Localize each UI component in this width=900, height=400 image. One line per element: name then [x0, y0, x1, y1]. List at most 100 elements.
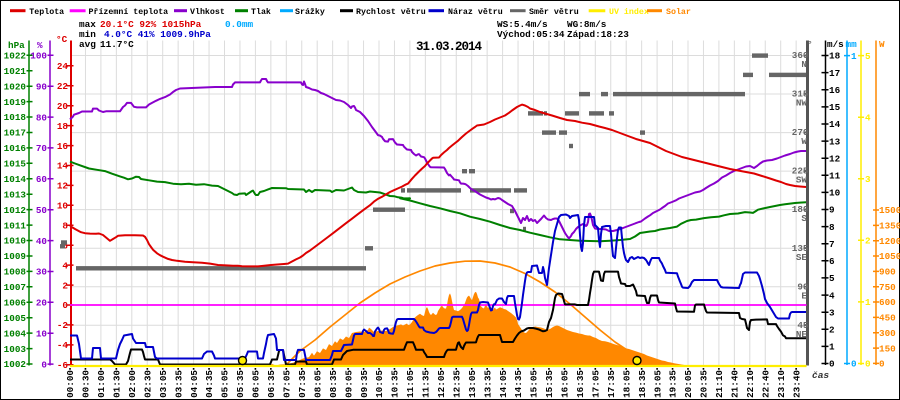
svg-text:8: 8	[829, 222, 835, 233]
svg-text:20: 20	[36, 298, 48, 309]
svg-text:1006: 1006	[4, 298, 27, 309]
svg-text:12:35: 12:35	[451, 370, 462, 398]
svg-text:°C: °C	[56, 34, 68, 45]
svg-text:01:30: 01:30	[112, 370, 123, 398]
svg-text:11:05: 11:05	[405, 370, 416, 398]
svg-text:1013: 1013	[4, 189, 27, 200]
svg-text:3: 3	[865, 174, 871, 185]
svg-text:315: 315	[792, 89, 809, 100]
svg-text:8: 8	[62, 221, 68, 232]
svg-text:1004: 1004	[4, 328, 27, 339]
svg-text:07:35: 07:35	[297, 370, 308, 398]
svg-text:30: 30	[36, 267, 48, 278]
svg-text:11: 11	[829, 171, 841, 182]
svg-text:150: 150	[879, 343, 896, 354]
svg-text:Náraz větru: Náraz větru	[448, 7, 503, 17]
svg-text:40: 40	[36, 236, 48, 247]
svg-text:2: 2	[62, 280, 68, 291]
svg-text:0: 0	[62, 300, 68, 311]
svg-text:22:40: 22:40	[760, 370, 771, 398]
svg-text:-2: -2	[57, 320, 69, 331]
svg-text:135: 135	[792, 243, 809, 254]
svg-text:1009: 1009	[4, 251, 27, 262]
svg-text:16: 16	[829, 85, 841, 96]
svg-text:19:05: 19:05	[652, 370, 663, 398]
svg-text:60: 60	[36, 174, 48, 185]
svg-text:20:05: 20:05	[683, 370, 694, 398]
svg-text:04:05: 04:05	[189, 370, 200, 398]
svg-text:22: 22	[57, 81, 69, 92]
svg-text:02:30: 02:30	[142, 370, 153, 398]
svg-text:14: 14	[57, 161, 69, 172]
svg-text:14:35: 14:35	[513, 370, 524, 398]
svg-text:Přízemní teplota: Přízemní teplota	[89, 7, 169, 17]
svg-text:14:05: 14:05	[498, 370, 509, 398]
svg-text:18: 18	[57, 121, 69, 132]
svg-text:max: max	[79, 19, 96, 30]
svg-text:750: 750	[879, 282, 896, 293]
svg-text:Východ:05:34: Východ:05:34	[497, 29, 565, 40]
svg-text:13:05: 13:05	[467, 370, 478, 398]
svg-text:9: 9	[829, 205, 835, 216]
svg-text:mm: mm	[846, 39, 858, 50]
svg-text:1018: 1018	[4, 112, 27, 123]
svg-text:Teplota: Teplota	[29, 7, 64, 17]
svg-text:E: E	[801, 290, 807, 301]
svg-text:23:10: 23:10	[776, 370, 787, 398]
svg-text:100: 100	[30, 51, 47, 62]
svg-text:17:35: 17:35	[606, 370, 617, 398]
svg-text:1020: 1020	[4, 81, 27, 92]
svg-text:Solar: Solar	[666, 7, 691, 17]
svg-text:18: 18	[829, 51, 841, 62]
svg-text:600: 600	[879, 297, 896, 308]
svg-text:Západ:18:23: Západ:18:23	[567, 29, 629, 40]
svg-text:11.7°C: 11.7°C	[100, 39, 134, 50]
svg-text:70: 70	[36, 143, 48, 154]
svg-text:1017: 1017	[4, 128, 26, 139]
svg-text:Rychlost větru: Rychlost větru	[356, 7, 426, 17]
svg-text:05:35: 05:35	[235, 370, 246, 398]
svg-text:1019: 1019	[4, 97, 27, 108]
svg-text:SW: SW	[796, 175, 808, 186]
svg-text:04:35: 04:35	[204, 370, 215, 398]
svg-text:hPa: hPa	[8, 40, 25, 51]
svg-text:16:35: 16:35	[575, 370, 586, 398]
svg-text:%: %	[37, 40, 43, 51]
svg-text:NW: NW	[796, 98, 808, 109]
svg-text:5: 5	[829, 273, 835, 284]
svg-text:12: 12	[57, 181, 69, 192]
svg-text:90: 90	[36, 81, 48, 92]
svg-text:1002: 1002	[4, 359, 27, 370]
svg-text:10: 10	[57, 201, 69, 212]
svg-text:WS:5.4m/s: WS:5.4m/s	[497, 19, 548, 30]
svg-text:16: 16	[57, 141, 69, 152]
svg-text:7: 7	[829, 239, 835, 250]
svg-text:1007: 1007	[4, 282, 26, 293]
svg-text:SE: SE	[796, 252, 808, 263]
svg-text:14: 14	[829, 119, 841, 130]
svg-text:17: 17	[829, 68, 840, 79]
svg-text:20: 20	[57, 101, 69, 112]
svg-text:0: 0	[851, 359, 857, 370]
svg-text:4: 4	[62, 260, 68, 271]
svg-text:01:00: 01:00	[96, 370, 107, 398]
svg-text:06:35: 06:35	[266, 370, 277, 398]
svg-text:m/s: m/s	[827, 39, 844, 50]
svg-text:31.03.2014: 31.03.2014	[416, 40, 482, 54]
svg-text:1016: 1016	[4, 143, 27, 154]
svg-text:00:30: 00:30	[81, 370, 92, 398]
svg-text:09:05: 09:05	[343, 370, 354, 398]
svg-text:12:05: 12:05	[436, 370, 447, 398]
svg-text:1003: 1003	[4, 344, 27, 355]
svg-text:11:35: 11:35	[421, 370, 432, 398]
svg-text:02:00: 02:00	[127, 370, 138, 398]
svg-text:5: 5	[865, 51, 871, 62]
svg-text:Tlak: Tlak	[251, 7, 271, 17]
svg-text:1011: 1011	[4, 220, 27, 231]
svg-text:NE: NE	[796, 329, 808, 340]
svg-text:0: 0	[41, 359, 47, 370]
svg-text:1021: 1021	[4, 66, 27, 77]
svg-text:18:05: 18:05	[621, 370, 632, 398]
svg-text:2: 2	[829, 325, 835, 336]
svg-text:17:05: 17:05	[591, 370, 602, 398]
